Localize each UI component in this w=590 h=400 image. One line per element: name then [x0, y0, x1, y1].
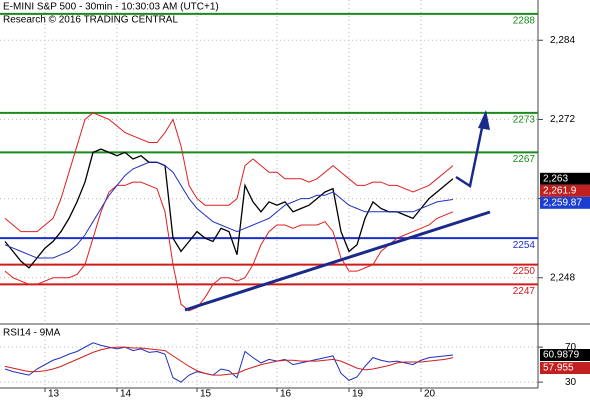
level-label: 2254 — [513, 240, 536, 251]
value-box — [540, 196, 590, 209]
arrow-head — [478, 110, 490, 130]
rsi-line — [4, 346, 454, 376]
y-tick-label: 2,248 — [550, 272, 575, 283]
value-box-label: 2,263 — [543, 173, 568, 184]
y-tick-label: 2,284 — [550, 35, 575, 46]
value-box-label: 57.955 — [543, 363, 574, 374]
x-tick-label: 15 — [200, 389, 212, 400]
price-line — [4, 112, 454, 233]
y-tick-label: 2,272 — [550, 114, 575, 125]
x-tick-label: 16 — [280, 389, 292, 400]
value-box-label: 60.9879 — [543, 350, 580, 361]
level-label: 2288 — [513, 15, 536, 26]
trend-line — [184, 210, 491, 312]
chart-title: E-MINI S&P 500 - 30min - 10:30:03 AM (UT… — [3, 2, 219, 13]
rsi-title: RSI14 - 9MA — [3, 328, 61, 339]
value-box — [540, 349, 590, 362]
value-box — [540, 184, 590, 197]
rsi-tick-label: 30 — [565, 377, 577, 388]
chart-subtitle: Research © 2016 TRADING CENTRAL — [3, 15, 178, 26]
value-box-label: 2,259.87 — [543, 197, 582, 208]
rsi-line — [4, 342, 454, 383]
x-tick-label: 20 — [424, 389, 436, 400]
value-box-label: 2,261.9 — [543, 185, 577, 196]
price-line — [4, 148, 454, 269]
level-label: 2267 — [513, 154, 536, 165]
price-line — [4, 181, 454, 312]
forecast-arrow — [455, 117, 486, 189]
price-line — [4, 161, 454, 259]
level-label: 2247 — [513, 286, 536, 297]
x-tick-label: 13 — [48, 389, 60, 400]
rsi-tick-label: 70 — [565, 342, 577, 353]
value-box — [540, 172, 590, 185]
level-label: 2273 — [513, 114, 536, 125]
level-label: 2250 — [513, 266, 536, 277]
value-box — [540, 362, 590, 375]
x-tick-label: 14 — [120, 389, 132, 400]
x-tick-label: 19 — [352, 389, 364, 400]
